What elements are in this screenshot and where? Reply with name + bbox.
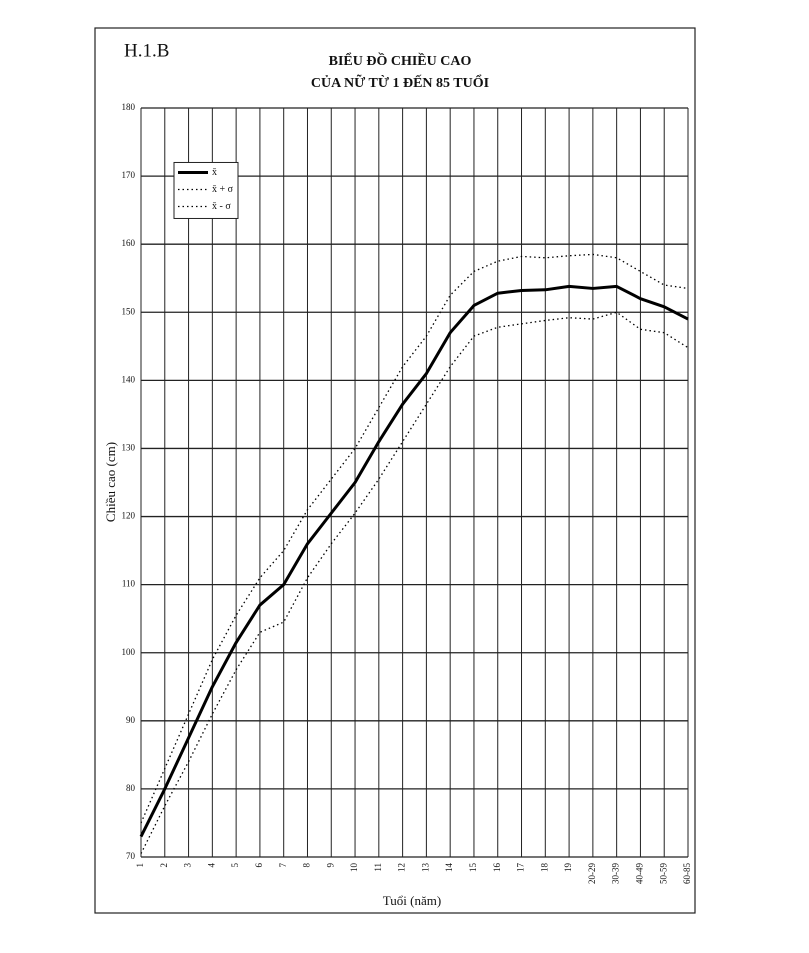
- x-tick-label: 40-49: [634, 863, 644, 884]
- y-axis-label: Chiều cao (cm): [103, 442, 118, 522]
- chart-title: BIỂU ĐỒ CHIỀU CAO: [329, 51, 472, 69]
- x-tick-label: 7: [278, 863, 288, 868]
- legend-label: x̄: [212, 167, 217, 178]
- series-line: [140, 311, 689, 854]
- x-tick-label: 3: [183, 863, 193, 868]
- chart-title: CỦA NỮ TỪ 1 ĐẾN 85 TUỔI: [311, 73, 489, 91]
- legend-label: x̄ - σ: [212, 201, 231, 212]
- x-tick-label: 17: [516, 863, 526, 873]
- x-tick-label: 14: [444, 863, 454, 873]
- x-tick-label: 13: [420, 863, 430, 873]
- y-tick-label: 110: [122, 579, 136, 589]
- x-tick-label: 4: [206, 863, 216, 868]
- x-tick-label: 30-39: [611, 863, 621, 884]
- series-line: [139, 284, 689, 838]
- x-tick-label: 12: [397, 863, 407, 872]
- x-axis-label: Tuổi (năm): [383, 893, 441, 908]
- x-tick-label: 18: [539, 863, 549, 873]
- frame: [94, 27, 696, 914]
- series-line: [140, 253, 689, 824]
- y-tick-label: 140: [122, 374, 136, 384]
- x-tick-label: 5: [230, 863, 240, 868]
- x-tick-label: 16: [492, 863, 502, 873]
- y-tick-label: 150: [122, 306, 136, 316]
- y-tick-label: 120: [122, 511, 136, 521]
- legend-label: x̄ + σ: [212, 184, 234, 195]
- y-tick-label: 70: [126, 851, 136, 861]
- x-tick-label: 11: [373, 863, 383, 872]
- x-tick-label: 60-85: [682, 863, 692, 884]
- y-tick-label: 130: [122, 443, 136, 453]
- x-tick-label: 19: [563, 863, 573, 873]
- figure-label: H.1.B: [124, 40, 169, 61]
- y-tick-label: 90: [126, 715, 136, 725]
- x-tick-label: 50-59: [658, 863, 668, 884]
- x-tick-label: 15: [468, 863, 478, 873]
- y-tick-label: 80: [126, 783, 136, 793]
- x-tick-label: 8: [302, 863, 312, 868]
- y-tick-label: 170: [122, 170, 136, 180]
- y-tick-label: 180: [122, 102, 136, 112]
- x-tick-label: 9: [325, 863, 335, 868]
- x-tick-label: 20-29: [587, 863, 597, 884]
- x-tick-label: 2: [159, 863, 169, 868]
- x-tick-label: 6: [254, 863, 264, 868]
- x-tick-label: 10: [349, 863, 359, 873]
- x-tick-label: 1: [135, 863, 145, 868]
- y-tick-label: 160: [122, 238, 136, 248]
- y-tick-label: 100: [122, 647, 136, 657]
